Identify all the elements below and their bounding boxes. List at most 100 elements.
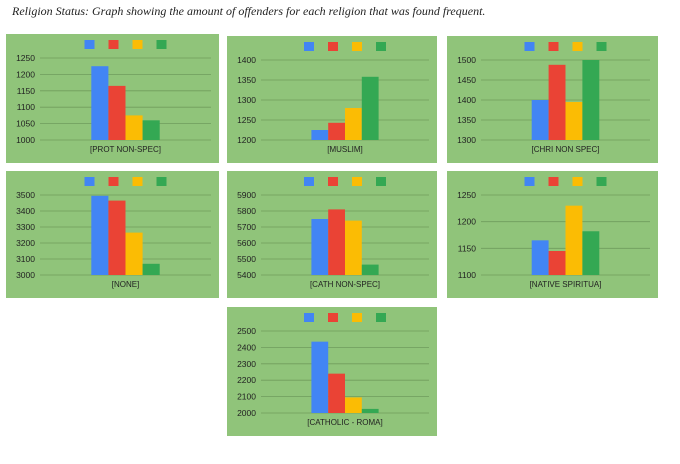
category-label: [NONE] [112,280,140,289]
legend-swatch-blue [304,42,314,51]
legend-swatch-yellow [352,42,362,51]
legend-swatch-yellow [572,177,583,186]
y-tick-label: 2500 [237,326,256,336]
legend-swatch-yellow [132,40,143,49]
y-tick-label: 1350 [457,115,476,125]
legend-swatch-blue [304,177,314,186]
y-tick-label: 1150 [458,243,477,253]
figure-caption: Religion Status: Graph showing the amoun… [12,4,486,18]
y-tick-label: 1300 [237,95,256,105]
bar-red [108,85,126,140]
y-tick-label: 2400 [237,342,256,352]
y-tick-label: 1250 [237,115,256,125]
y-tick-label: 1050 [16,119,35,129]
chart-svg: 1300 1350 1400 1450 1500 [CHRI NON SPEC] [457,42,650,154]
chart-panel-catholic-roma: 2000 2100 2200 2300 2400 2500 [CATHOLIC - ROMA… [226,306,438,437]
legend-swatch-yellow [572,42,583,51]
bar-red [328,373,345,413]
legend-swatch-red [548,42,559,51]
bar-blue [91,195,109,275]
legend-swatch-red [328,42,338,51]
chart-svg: 3000 3100 3200 3300 3400 3500 [NONE] [16,177,211,289]
chart-panel-native-spiritua: 1100 1150 1200 1250 [NATIVE SPIRITUA] [446,170,659,299]
chart-svg: 5400 5500 5600 5700 5800 5900 [CATH NON-SPEC] [237,177,429,289]
y-tick-label: 1400 [457,95,476,105]
y-tick-label: 1150 [17,86,36,96]
legend-swatch-red [328,177,338,186]
bar-yellow [345,108,362,140]
legend-swatch-yellow [352,177,362,186]
bar-green [582,231,600,275]
bar-red [548,64,566,140]
legend-swatch-green [596,42,607,51]
y-tick-label: 5500 [237,254,256,264]
bar-yellow [125,115,143,140]
y-tick-label: 1400 [237,55,256,65]
bar-green [361,408,379,413]
chart-svg: 1100 1150 1200 1250 [NATIVE SPIRITUA] [457,177,650,289]
y-tick-label: 1250 [457,190,476,200]
y-tick-label: 1450 [457,75,476,85]
bar-yellow [565,205,583,275]
legend-swatch-blue [304,313,314,322]
y-tick-label: 1250 [16,53,35,63]
category-label: [CATHOLIC - ROMA] [307,418,382,427]
y-tick-label: 1500 [457,55,476,65]
category-label: [NATIVE SPIRITUA] [530,280,602,289]
y-tick-label: 1000 [16,135,35,145]
y-tick-label: 5700 [237,222,256,232]
y-tick-label: 1300 [457,135,476,145]
legend-swatch-blue [84,177,95,186]
category-label: [CHRI NON SPEC] [531,145,599,154]
bar-blue [311,219,329,275]
y-tick-label: 1200 [237,135,256,145]
legend-swatch-green [376,177,386,186]
y-tick-label: 1350 [237,75,256,85]
bar-yellow [345,220,362,275]
chart-panel-prot-non-spec: 1000 1050 1100 1150 1200 1250 [PROT NON-SPEC] [5,33,220,164]
bar-yellow [565,102,583,140]
bar-green [142,263,160,275]
chart-panel-muslim: 1200 1250 1300 1350 1400 [MUSLIM] [226,35,438,164]
legend-swatch-red [108,40,119,49]
bar-red [328,122,345,140]
legend-swatch-yellow [352,313,362,322]
bar-yellow [125,232,143,275]
legend-swatch-blue [524,177,535,186]
y-tick-label: 3200 [16,238,35,248]
legend-swatch-red [548,177,559,186]
legend-swatch-blue [84,40,95,49]
legend-swatch-green [156,40,167,49]
bar-blue [311,341,329,413]
chart-svg: 1200 1250 1300 1350 1400 [MUSLIM] [237,42,429,154]
bar-blue [311,130,329,140]
bar-green [361,76,379,140]
bar-green [361,264,379,275]
legend-swatch-green [376,313,386,322]
y-tick-label: 1100 [458,270,477,280]
y-tick-label: 2000 [237,408,256,418]
bar-blue [91,66,109,140]
chart-panel-chri-non-spec: 1300 1350 1400 1450 1500 [CHRI NON SPEC] [446,35,659,164]
y-tick-label: 3000 [16,270,35,280]
y-tick-label: 1200 [16,69,35,79]
chart-svg: 2000 2100 2200 2300 2400 2500 [CATHOLIC - ROMA… [237,313,429,427]
bar-red [548,251,566,275]
bar-blue [531,240,549,275]
category-label: [MUSLIM] [327,145,363,154]
y-tick-label: 3400 [16,206,35,216]
y-tick-label: 5600 [237,238,256,248]
y-tick-label: 1100 [17,102,36,112]
legend-swatch-red [108,177,119,186]
bar-green [142,120,160,140]
chart-panel-none: 3000 3100 3200 3300 3400 3500 [NONE] [5,170,220,299]
bar-red [108,200,126,275]
legend-swatch-green [376,42,386,51]
bar-red [328,209,345,275]
legend-swatch-red [328,313,338,322]
y-tick-label: 2100 [237,392,256,402]
bar-green [582,60,600,140]
chart-panel-cath-non-spec: 5400 5500 5600 5700 5800 5900 [CATH NON-SPEC] [226,170,438,299]
chart-svg: 1000 1050 1100 1150 1200 1250 [PROT NON-SPEC] [16,40,211,154]
legend-swatch-green [596,177,607,186]
